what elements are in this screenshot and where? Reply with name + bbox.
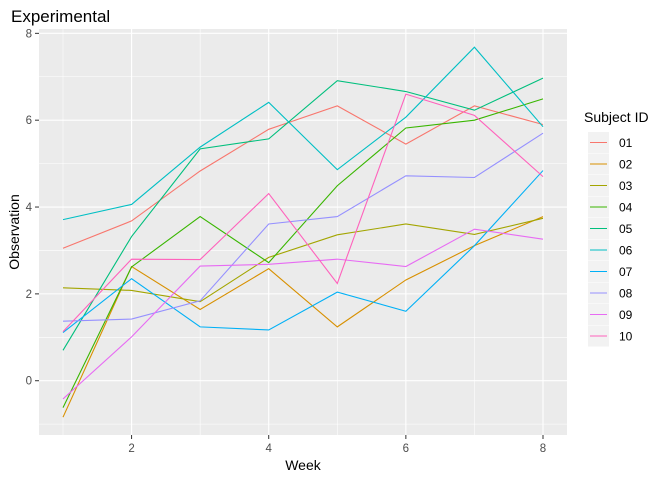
legend-label: 01 <box>619 136 633 150</box>
legend-item-06: 06 <box>588 239 633 261</box>
series-lines <box>62 46 544 418</box>
legend-label: 03 <box>619 179 633 193</box>
y-tick-label: 8 <box>26 28 32 40</box>
legend-item-05: 05 <box>588 218 633 239</box>
series-line-05 <box>62 77 544 351</box>
legend-label: 08 <box>619 287 633 301</box>
legend-label: 09 <box>619 308 633 322</box>
x-axis-title: Week <box>285 457 322 473</box>
series-line-09 <box>62 228 544 400</box>
legend-label: 10 <box>619 330 633 344</box>
x-axis-ticks: 2 4 6 8 <box>128 435 546 455</box>
y-axis-ticks: 0 2 4 6 8 <box>26 28 39 388</box>
legend-item-01: 01 <box>588 132 633 153</box>
series-line-02 <box>62 216 544 418</box>
legend-label: 04 <box>619 201 633 215</box>
x-tick-label: 4 <box>266 443 273 455</box>
legend-item-09: 09 <box>588 304 633 325</box>
y-tick-label: 6 <box>26 115 32 127</box>
legend-item-07: 07 <box>588 261 633 282</box>
y-axis-title: Observation <box>6 194 22 269</box>
legend: Subject ID 01 02 03 04 05 06 07 08 09 10 <box>584 109 649 347</box>
legend-label: 05 <box>619 222 633 236</box>
legend-item-03: 03 <box>588 175 633 196</box>
y-tick-label: 2 <box>26 289 32 301</box>
plot-panel <box>39 29 567 435</box>
legend-label: 02 <box>619 158 633 172</box>
series-line-10 <box>62 93 544 333</box>
legend-label: 06 <box>619 244 633 258</box>
legend-item-10: 10 <box>588 325 633 347</box>
x-tick-label: 8 <box>540 443 546 455</box>
series-line-08 <box>62 132 544 322</box>
x-tick-label: 2 <box>128 443 134 455</box>
x-tick-label: 6 <box>403 443 409 455</box>
series-line-04 <box>62 98 544 408</box>
legend-label: 07 <box>619 265 633 279</box>
minor-gridlines <box>39 29 567 435</box>
series-line-06 <box>62 46 544 221</box>
legend-title: Subject ID <box>584 109 649 125</box>
series-line-03 <box>62 217 544 303</box>
series-line-07 <box>62 170 544 333</box>
major-gridlines <box>39 29 567 435</box>
y-tick-label: 0 <box>26 376 32 388</box>
legend-item-02: 02 <box>588 153 633 175</box>
legend-items: 01 02 03 04 05 06 07 08 09 10 <box>588 132 633 347</box>
legend-item-04: 04 <box>588 196 633 218</box>
y-tick-label: 4 <box>26 202 33 214</box>
chart-title: Experimental <box>11 7 110 26</box>
legend-item-08: 08 <box>588 282 633 304</box>
